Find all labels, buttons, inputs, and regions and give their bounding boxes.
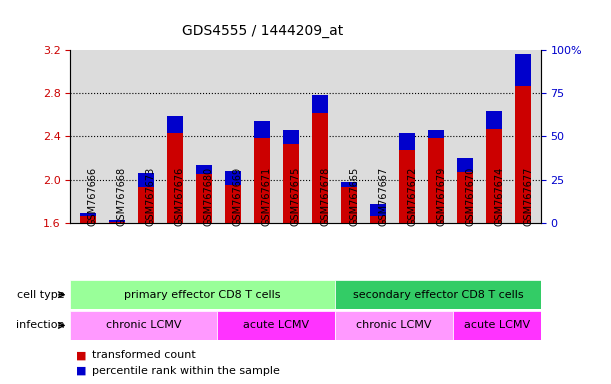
Bar <box>457 172 473 223</box>
Text: ■: ■ <box>76 366 87 376</box>
Text: GSM767679: GSM767679 <box>436 166 446 225</box>
Text: percentile rank within the sample: percentile rank within the sample <box>92 366 279 376</box>
Bar <box>428 139 444 223</box>
Text: primary effector CD8 T cells: primary effector CD8 T cells <box>124 290 281 300</box>
Bar <box>341 182 357 187</box>
Bar <box>70 311 218 340</box>
Bar <box>70 280 335 309</box>
Bar <box>138 173 154 187</box>
Bar <box>196 174 212 223</box>
Text: chronic LCMV: chronic LCMV <box>356 320 431 331</box>
Bar <box>196 166 212 174</box>
Bar <box>341 187 357 223</box>
Bar <box>312 95 328 113</box>
Text: GSM767666: GSM767666 <box>88 166 98 225</box>
Bar <box>312 113 328 223</box>
Bar <box>218 311 335 340</box>
Bar <box>453 311 541 340</box>
Bar <box>486 111 502 129</box>
Text: acute LCMV: acute LCMV <box>464 320 530 331</box>
Bar <box>283 144 299 223</box>
Bar <box>225 171 241 185</box>
Bar <box>399 133 415 151</box>
Bar <box>486 129 502 223</box>
Bar <box>457 158 473 172</box>
Text: chronic LCMV: chronic LCMV <box>106 320 181 331</box>
Bar <box>370 204 386 216</box>
Bar <box>225 185 241 223</box>
Bar <box>335 311 453 340</box>
Bar <box>167 116 183 133</box>
Text: GSM767677: GSM767677 <box>523 166 533 225</box>
Bar <box>79 216 96 223</box>
Text: secondary effector CD8 T cells: secondary effector CD8 T cells <box>353 290 523 300</box>
Bar <box>109 222 125 223</box>
Bar <box>79 213 96 216</box>
Text: GSM767680: GSM767680 <box>204 166 214 225</box>
Text: acute LCMV: acute LCMV <box>243 320 309 331</box>
Text: GSM767673: GSM767673 <box>146 166 156 225</box>
Bar <box>167 133 183 223</box>
Text: GSM767678: GSM767678 <box>320 166 330 225</box>
Bar <box>335 280 541 309</box>
Bar <box>515 55 532 86</box>
Text: GSM767674: GSM767674 <box>494 166 504 225</box>
Text: GDS4555 / 1444209_at: GDS4555 / 1444209_at <box>182 25 343 38</box>
Text: GSM767665: GSM767665 <box>349 166 359 225</box>
Text: GSM767669: GSM767669 <box>233 166 243 225</box>
Bar <box>254 139 270 223</box>
Text: infection: infection <box>15 320 64 331</box>
Text: GSM767667: GSM767667 <box>378 166 388 225</box>
Bar <box>254 121 270 139</box>
Bar <box>370 216 386 223</box>
Bar <box>515 86 532 223</box>
Text: GSM767672: GSM767672 <box>407 166 417 225</box>
Text: cell type: cell type <box>16 290 64 300</box>
Bar <box>399 151 415 223</box>
Text: GSM767670: GSM767670 <box>465 166 475 225</box>
Bar <box>428 130 444 139</box>
Text: transformed count: transformed count <box>92 350 196 360</box>
Text: ■: ■ <box>76 350 87 360</box>
Text: GSM767676: GSM767676 <box>175 166 185 225</box>
Bar <box>283 130 299 144</box>
Bar <box>109 220 125 222</box>
Text: GSM767675: GSM767675 <box>291 166 301 225</box>
Text: GSM767668: GSM767668 <box>117 166 126 225</box>
Bar <box>138 187 154 223</box>
Text: GSM767671: GSM767671 <box>262 166 272 225</box>
